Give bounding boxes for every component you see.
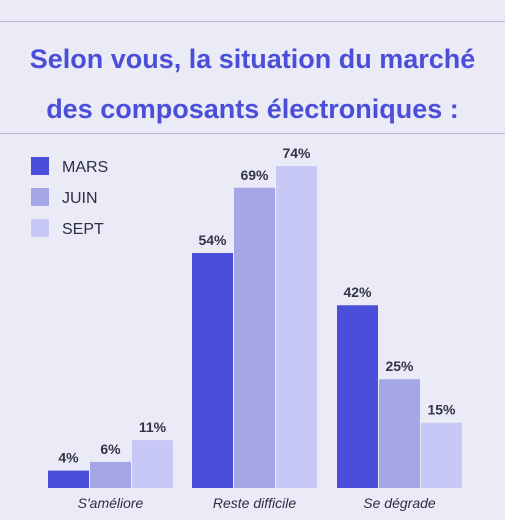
- legend-swatch-sept: [31, 219, 49, 237]
- value-label-s-ameliore-mars: 4%: [58, 450, 79, 466]
- value-label-se-degrade-mars: 42%: [343, 284, 372, 300]
- bar-s-ameliore-juin: [90, 461, 131, 488]
- legend-label-juin: JUIN: [62, 190, 98, 207]
- legend-swatch-mars: [31, 157, 49, 175]
- category-label-se-degrade: Se dégrade: [363, 495, 436, 511]
- value-labels: 4% 6% 11% 54% 69% 74% 42% 25% 15%: [58, 145, 456, 466]
- title-divider: [0, 133, 505, 134]
- chart-title-line-1: Selon vous, la situation du marché: [29, 44, 476, 74]
- category-label-s-ameliore: S'améliore: [78, 495, 144, 511]
- value-label-reste-difficile-sept: 74%: [282, 145, 311, 161]
- legend-label-sept: SEPT: [62, 221, 104, 238]
- chart-title-line-2: des composants électroniques :: [46, 94, 459, 124]
- value-label-s-ameliore-juin: 6%: [100, 441, 121, 457]
- bar-reste-difficile-mars: [192, 253, 233, 488]
- value-label-reste-difficile-juin: 69%: [240, 167, 269, 183]
- category-labels: S'améliore Reste difficile Se dégrade: [78, 495, 436, 511]
- value-label-reste-difficile-mars: 54%: [198, 232, 227, 248]
- legend-label-mars: MARS: [62, 159, 108, 176]
- chart-title: Selon vous, la situation du marché des c…: [0, 34, 505, 134]
- top-divider: [0, 21, 505, 22]
- bars: [48, 166, 462, 488]
- value-label-se-degrade-juin: 25%: [385, 358, 414, 374]
- legend-swatch-juin: [31, 188, 49, 206]
- bar-se-degrade-sept: [421, 422, 462, 488]
- bar-s-ameliore-sept: [132, 440, 173, 488]
- bar-se-degrade-juin: [379, 379, 420, 488]
- bar-reste-difficile-sept: [276, 166, 317, 488]
- legend: MARS JUIN SEPT: [31, 157, 108, 238]
- category-label-reste-difficile: Reste difficile: [213, 495, 296, 511]
- value-label-se-degrade-sept: 15%: [427, 402, 456, 418]
- value-label-s-ameliore-sept: 11%: [139, 419, 167, 435]
- bar-reste-difficile-juin: [234, 187, 275, 488]
- bar-s-ameliore-mars: [48, 470, 89, 488]
- bar-se-degrade-mars: [337, 305, 378, 488]
